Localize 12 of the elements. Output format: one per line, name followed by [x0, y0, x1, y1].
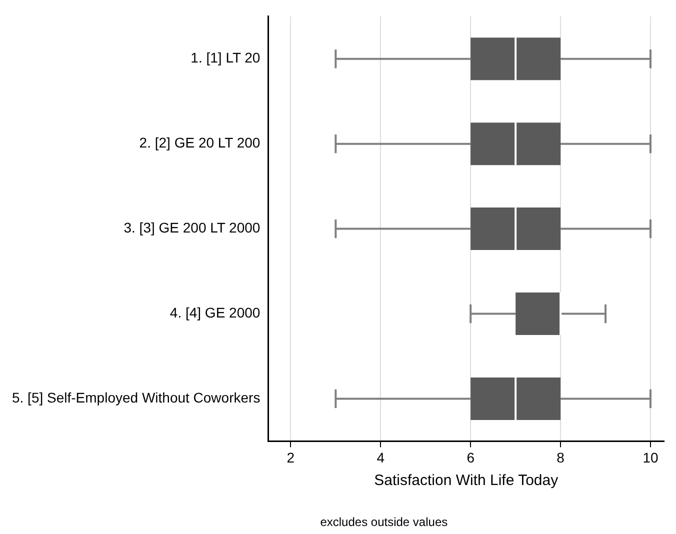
text: excludes outside values [320, 515, 448, 529]
x-tick-label: 6 [466, 449, 475, 466]
x-tick-label: 10 [642, 449, 659, 466]
x-tick-label: 2 [286, 449, 295, 466]
x-tick-label: 4 [376, 449, 385, 466]
y-tick-label: 4. [4] GE 2000 [170, 304, 260, 321]
x-axis-title: Satisfaction With Life Today [374, 472, 559, 490]
y-tick-label: 1. [1] LT 20 [190, 50, 260, 66]
y-tick-label: 2. [2] GE 20 LT 200 [139, 134, 260, 151]
y-tick-label: 5. [5] Self-Employed Without Coworkers [12, 390, 260, 406]
y-tick-label: 3. [3] GE 200 LT 2000 [124, 220, 260, 236]
x-tick-label: 8 [556, 449, 565, 466]
